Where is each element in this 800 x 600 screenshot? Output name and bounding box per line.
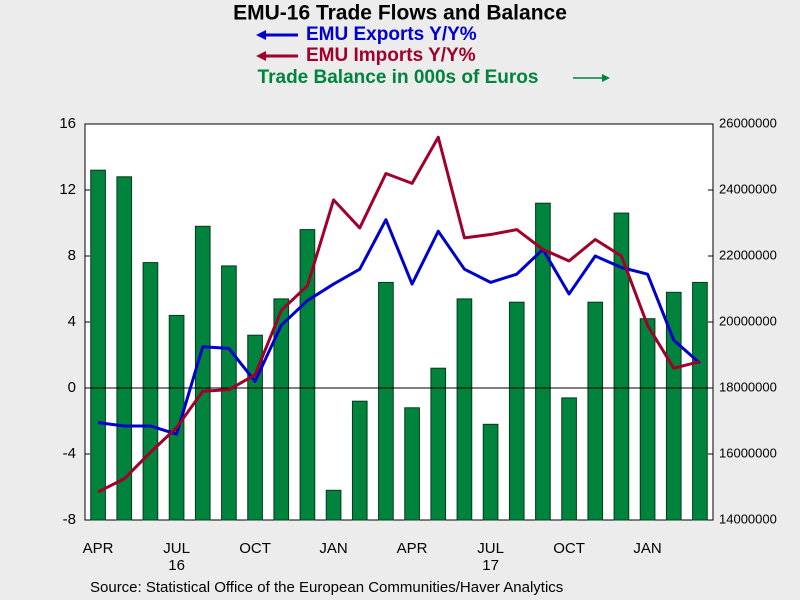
legend-arrowhead (256, 30, 266, 40)
y-tick-label: 8 (68, 247, 76, 264)
y-tick-label: 16 (59, 115, 76, 132)
y-tick-label: -8 (63, 511, 76, 528)
bar (692, 281, 708, 521)
bar (247, 334, 263, 521)
bar (325, 489, 342, 521)
bar (351, 400, 368, 521)
y2-tick-label: 26000000 (719, 115, 777, 130)
bar (90, 169, 106, 521)
x-tick-label: JAN (633, 540, 661, 557)
x-tick-label: JUL (477, 540, 504, 557)
y2-tick-label: 22000000 (719, 247, 777, 262)
bar (194, 225, 211, 521)
bar (639, 318, 656, 521)
bar (404, 407, 420, 521)
x-tick-label: JUL (163, 540, 190, 557)
bar (221, 265, 237, 521)
bar (378, 281, 394, 521)
y2-tick-label: 18000000 (719, 379, 777, 394)
y-tick-label: -4 (63, 445, 76, 462)
bar (587, 301, 604, 521)
y2-tick-label: 14000000 (719, 511, 777, 526)
y-tick-label: 0 (68, 379, 76, 396)
legend-label: EMU Imports Y/Y% (306, 45, 476, 66)
legend-arrowhead (256, 51, 266, 61)
x-tick-label: JAN (319, 540, 347, 557)
bar (613, 212, 630, 521)
bar (142, 262, 159, 521)
plot-area (84, 123, 714, 521)
x-tick-label: APR (397, 540, 428, 557)
chart-title: EMU-16 Trade Flows and Balance (233, 2, 567, 25)
y-tick-label: 4 (68, 313, 76, 330)
x-tick-label: APR (83, 540, 114, 557)
bar (456, 298, 473, 521)
x-year-label: 17 (482, 557, 499, 574)
line (97, 218, 701, 436)
x-tick-label: OCT (239, 540, 271, 557)
bar (273, 298, 290, 521)
bar (665, 291, 682, 521)
bar (116, 176, 133, 521)
x-year-label: 16 (168, 557, 185, 574)
bar (535, 202, 551, 521)
line (97, 135, 701, 494)
source: Source: Statistical Office of the Europe… (90, 579, 563, 596)
bar (430, 367, 447, 521)
bar (508, 301, 525, 521)
legend-label: EMU Exports Y/Y% (306, 24, 477, 45)
bar (482, 423, 499, 521)
legend-label: Trade Balance in 000s of Euros (258, 67, 539, 88)
y-tick-label: 12 (59, 181, 76, 198)
y2-tick-label: 20000000 (719, 313, 777, 328)
bar (561, 397, 577, 521)
y2-tick-label: 24000000 (719, 181, 777, 196)
legend-arrowhead (602, 74, 610, 82)
y2-tick-label: 16000000 (719, 445, 777, 460)
x-tick-label: OCT (553, 540, 585, 557)
